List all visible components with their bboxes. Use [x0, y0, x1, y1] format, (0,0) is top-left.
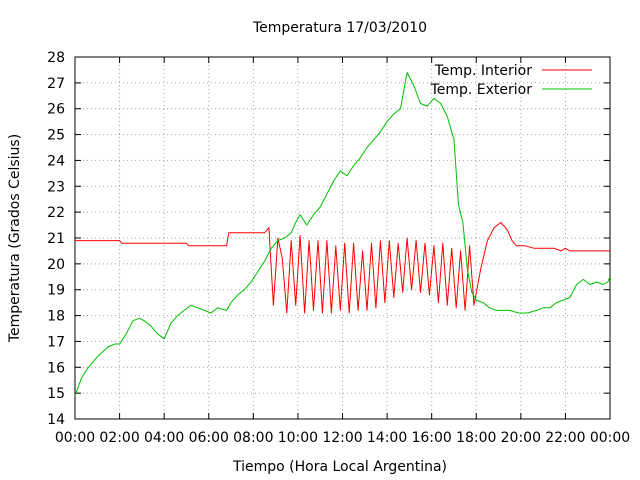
x-tick-label: 00:00 [590, 430, 630, 446]
grid [75, 57, 610, 419]
chart-title: Temperatura 17/03/2010 [252, 20, 427, 36]
y-tick-label: 16 [47, 360, 65, 376]
legend-label-0: Temp. Interior [434, 63, 533, 79]
y-tick-label: 15 [47, 386, 65, 402]
x-tick-label: 12:00 [322, 430, 362, 446]
x-tick-label: 20:00 [501, 430, 541, 446]
y-tick-label: 22 [47, 205, 65, 221]
y-tick-label: 17 [47, 334, 65, 350]
x-axis-label: Tiempo (Hora Local Argentina) [232, 459, 447, 475]
x-tick-label: 08:00 [233, 430, 273, 446]
y-tick-label: 21 [47, 231, 65, 247]
x-tick-label: 14:00 [367, 430, 407, 446]
y-tick-label: 27 [47, 76, 65, 92]
y-tick-label: 19 [47, 283, 65, 299]
y-axis-label: Temperatura (Grados Celsius) [7, 134, 23, 343]
y-tick-label: 26 [47, 102, 65, 118]
plot-frame [74, 56, 611, 420]
y-tick-label: 25 [47, 128, 65, 144]
x-tick-label: 10:00 [278, 430, 318, 446]
y-tick-label: 24 [47, 153, 65, 169]
series-lines [74, 72, 611, 396]
legend-label-1: Temp. Exterior [430, 82, 533, 98]
y-tick-label: 28 [47, 50, 65, 66]
x-tick-label: 04:00 [144, 430, 184, 446]
y-tick-label: 14 [47, 412, 65, 428]
x-tick-label: 06:00 [189, 430, 229, 446]
series-line-1 [74, 72, 611, 396]
y-tick-label: 23 [47, 179, 65, 195]
series-line-0 [75, 222, 610, 314]
axes: 00:00 02:00 04:00 06:00 08:00 10:00 12:00 14:00… [47, 50, 630, 446]
x-tick-label: 18:00 [456, 430, 496, 446]
y-tick-label: 20 [47, 257, 65, 273]
x-tick-label: 22:00 [545, 430, 585, 446]
x-tick-label: 00:00 [55, 430, 95, 446]
y-tick-label: 18 [47, 309, 65, 325]
x-tick-label: 16:00 [411, 430, 451, 446]
x-tick-label: 02:00 [99, 430, 139, 446]
legend: Temp. Interior Temp. Exterior [430, 63, 592, 98]
